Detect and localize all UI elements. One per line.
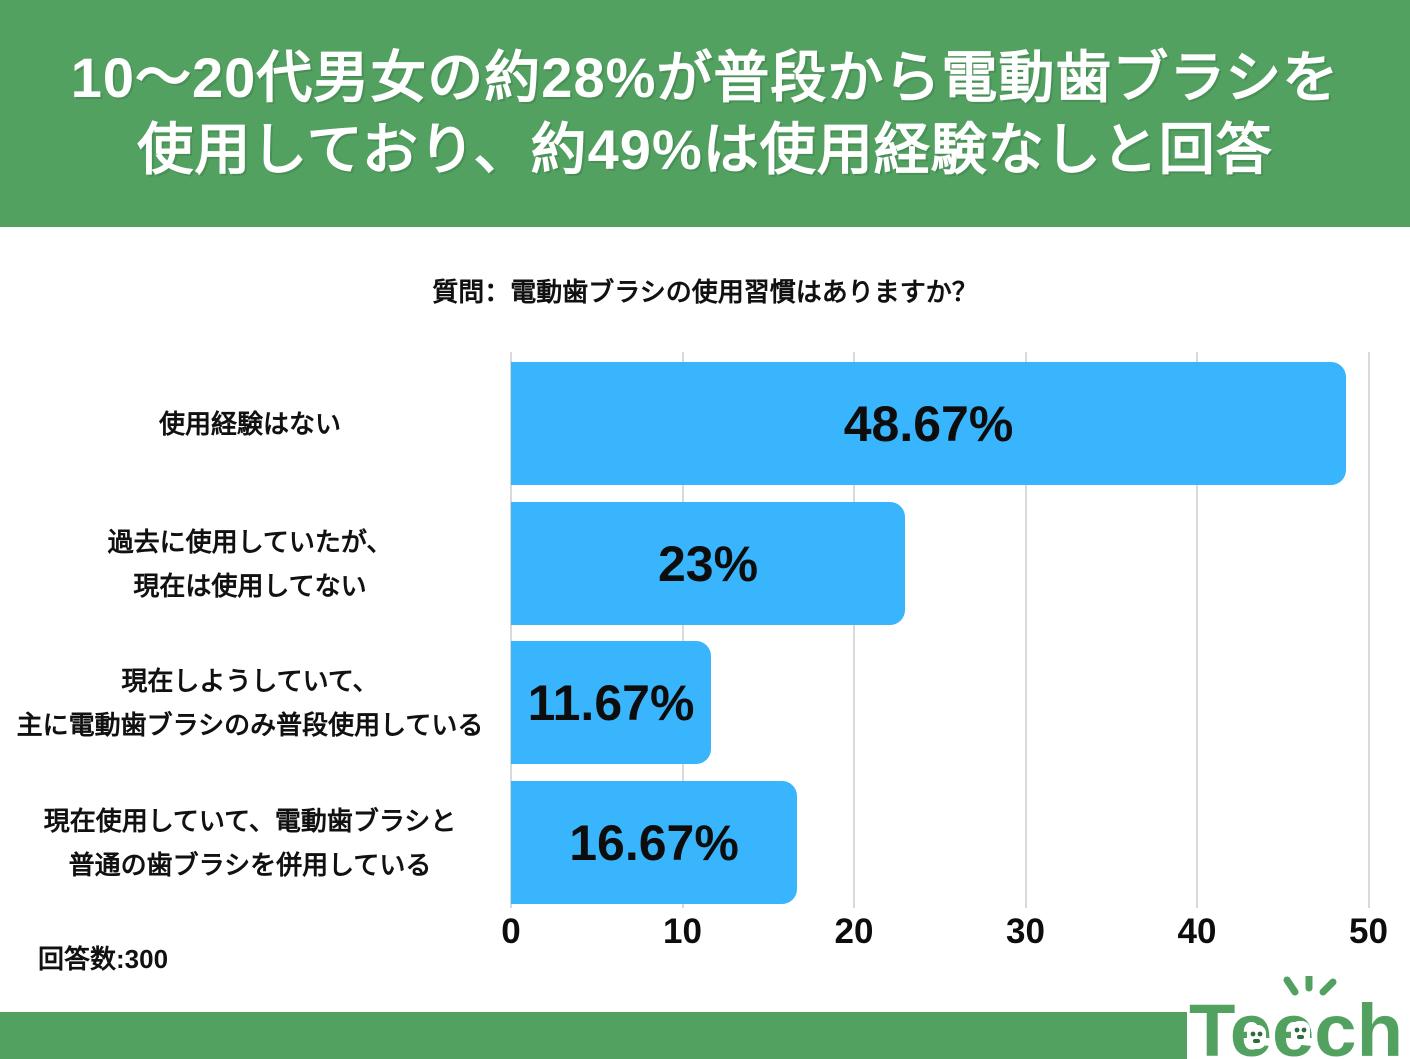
bar	[511, 362, 1346, 485]
respondent-count: 回答数:300	[38, 944, 169, 974]
category-label-line: 現在使用していて、電動歯ブラシと	[43, 805, 457, 836]
gridline	[510, 352, 512, 908]
page-title-line2: 使用しており、約49%は使用経験なしと回答	[137, 117, 1273, 181]
x-tick-label: 50	[1349, 912, 1388, 951]
tooth-face-icon	[1291, 1021, 1310, 1045]
x-tick-label: 0	[501, 912, 521, 951]
gridline	[853, 352, 855, 908]
sparkle-icon	[1283, 972, 1337, 996]
x-tick-label: 20	[834, 912, 874, 951]
gridline	[681, 352, 684, 908]
teech-logo: Teech	[1183, 972, 1408, 1059]
gridline	[1196, 352, 1198, 908]
category-label-line: 主に電動歯ブラシのみ普段使用している	[16, 709, 484, 740]
page-title-line1: 10〜20代男女の約28%が普段から電動歯ブラシを	[70, 45, 1340, 109]
x-tick-label: 30	[1006, 912, 1045, 951]
bar-value-label: 23%	[657, 535, 759, 592]
category-label-line: 使用経験はない	[158, 408, 341, 439]
header-banner: 10〜20代男女の約28%が普段から電動歯ブラシを 使用しており、約49%は使用…	[0, 0, 1410, 227]
category-label-line: 現在は使用してない	[133, 570, 367, 601]
category-label: 現在使用していて、電動歯ブラシと 普通の歯ブラシを併用している	[0, 781, 500, 904]
bar-value-label: 16.67%	[569, 814, 739, 871]
bar-value-label: 48.67%	[843, 395, 1014, 452]
category-label: 過去に使用していたが、 現在は使用してない	[0, 502, 500, 625]
category-label-line: 現在しようしていて、	[121, 665, 379, 696]
x-tick-label: 10	[663, 912, 702, 951]
gridline	[1024, 352, 1027, 908]
tooth-face-icon	[1247, 1025, 1266, 1049]
bar	[511, 641, 711, 764]
category-label-line: 普通の歯ブラシを併用している	[68, 849, 432, 880]
bar-value-label: 11.67%	[527, 674, 695, 731]
category-label-line: 過去に使用していたが、	[107, 526, 393, 557]
x-tick-label: 40	[1177, 912, 1217, 951]
chart-question: 質問：電動歯ブラシの使用習慣はありますか？	[432, 277, 978, 307]
bar	[511, 781, 797, 904]
bar	[511, 502, 905, 625]
footer-bar	[0, 1012, 1187, 1059]
category-label: 使用経験はない	[0, 362, 500, 485]
gridline	[1367, 352, 1370, 908]
category-label: 現在しようしていて、主に電動歯ブラシのみ普段使用している	[0, 641, 500, 764]
